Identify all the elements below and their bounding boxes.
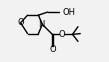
Text: N: N	[38, 20, 45, 29]
Text: O: O	[17, 18, 24, 27]
Text: O: O	[58, 30, 65, 39]
Text: OH: OH	[62, 8, 75, 17]
Text: O: O	[49, 45, 56, 54]
